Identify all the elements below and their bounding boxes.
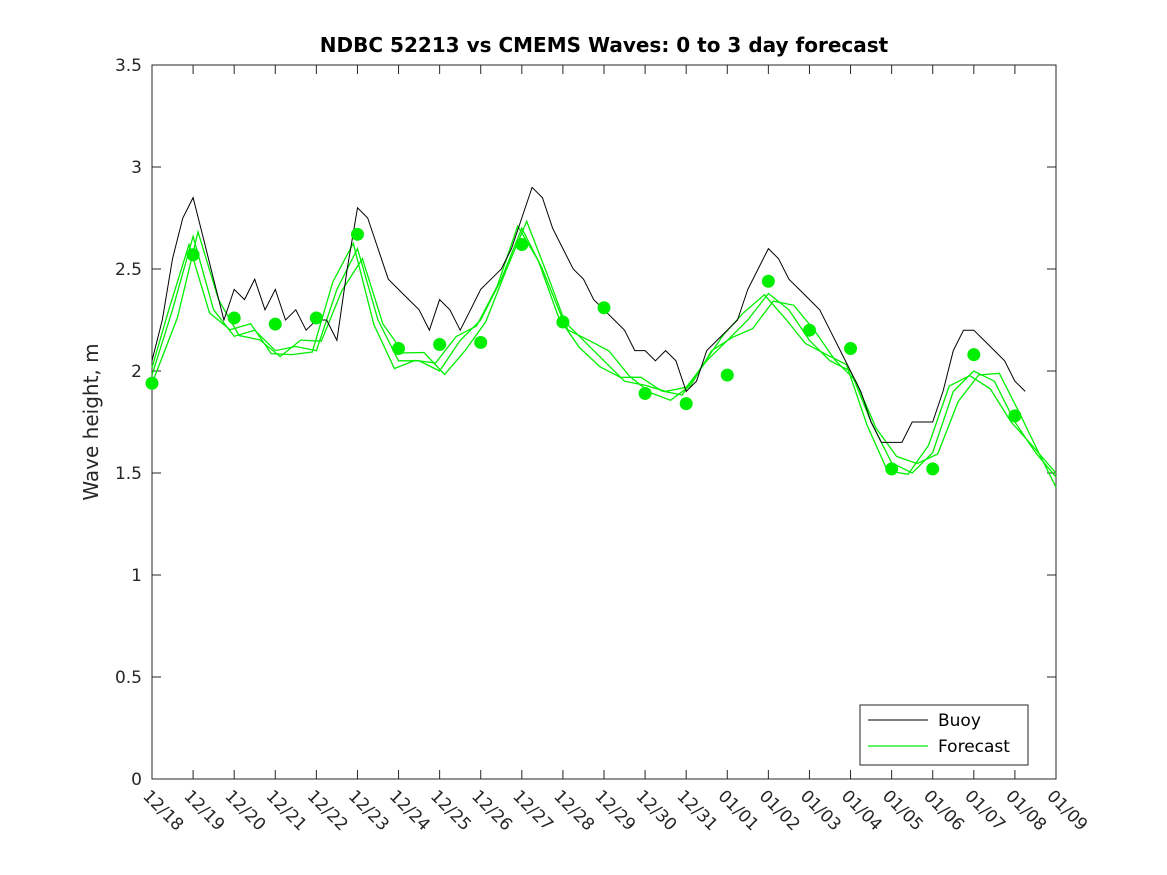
buoy-line bbox=[151, 186, 1026, 443]
x-tick-label: 12/30 bbox=[632, 786, 681, 835]
forecast-point bbox=[392, 342, 406, 356]
x-tick-label: 12/26 bbox=[467, 786, 516, 835]
x-tick-label: 12/24 bbox=[385, 786, 434, 835]
forecast-point bbox=[638, 386, 652, 400]
forecast-point bbox=[802, 323, 816, 337]
forecast-point bbox=[844, 342, 858, 356]
forecast-point bbox=[268, 317, 282, 331]
y-tick-label: 1.5 bbox=[115, 464, 142, 484]
forecast-line-run-2 bbox=[151, 219, 1057, 488]
x-tick-label: 12/18 bbox=[138, 786, 187, 835]
y-tick-label: 3 bbox=[131, 158, 142, 178]
x-tick-label: 01/01 bbox=[714, 786, 763, 835]
y-tick-label: 2.5 bbox=[115, 260, 142, 280]
x-tick-label: 12/22 bbox=[303, 786, 352, 835]
x-tick-label: 01/04 bbox=[837, 786, 886, 835]
forecast-point bbox=[309, 311, 323, 325]
forecast-point bbox=[679, 397, 693, 411]
y-tick-labels: 0 0.5 1 1.5 2 2.5 3 3.5 bbox=[115, 56, 142, 790]
y-axis-label: Wave height, m bbox=[79, 343, 103, 500]
forecast-point bbox=[227, 311, 241, 325]
x-tick-label: 01/03 bbox=[796, 786, 845, 835]
x-tick-labels: 12/1812/1912/2012/2112/2212/2312/2412/25… bbox=[138, 786, 1091, 835]
x-tick-label: 12/23 bbox=[344, 786, 393, 835]
x-tick-label: 01/05 bbox=[878, 786, 927, 835]
forecast-point bbox=[967, 348, 981, 362]
forecast-point bbox=[556, 315, 570, 329]
x-tick-label: 12/19 bbox=[180, 786, 229, 835]
forecast-point bbox=[761, 274, 775, 288]
legend: Buoy Forecast bbox=[859, 704, 1029, 766]
x-tick-label: 01/02 bbox=[755, 786, 804, 835]
legend-buoy-label: Buoy bbox=[938, 711, 981, 731]
forecast-point bbox=[720, 368, 734, 382]
forecast-point bbox=[350, 227, 364, 241]
x-tick-label: 12/25 bbox=[426, 786, 475, 835]
forecast-point bbox=[926, 462, 940, 476]
x-tick-label: 01/07 bbox=[960, 786, 1009, 835]
x-tick-label: 12/28 bbox=[549, 786, 598, 835]
x-tick-label: 01/08 bbox=[1001, 786, 1050, 835]
series-layer bbox=[145, 186, 1057, 488]
x-tick-label: 01/06 bbox=[919, 786, 968, 835]
forecast-line-run-1 bbox=[151, 226, 1057, 478]
y-tick-label: 2 bbox=[131, 362, 142, 382]
x-tick-label: 12/20 bbox=[221, 786, 270, 835]
x-tick-label: 12/31 bbox=[673, 786, 722, 835]
forecast-point bbox=[145, 376, 159, 390]
legend-forecast-label: Forecast bbox=[938, 737, 1010, 757]
y-tick-label: 1 bbox=[131, 566, 142, 586]
x-tick-label: 12/27 bbox=[508, 786, 557, 835]
y-tick-label: 0 bbox=[131, 770, 142, 790]
chart-title: NDBC 52213 vs CMEMS Waves: 0 to 3 day fo… bbox=[320, 33, 889, 57]
legend-box bbox=[859, 704, 1029, 766]
x-tick-label: 12/29 bbox=[590, 786, 639, 835]
forecast-point bbox=[474, 335, 488, 349]
forecast-point bbox=[597, 301, 611, 315]
y-tick-label: 0.5 bbox=[115, 668, 142, 688]
forecast-point bbox=[885, 462, 899, 476]
x-tick-label: 01/09 bbox=[1042, 786, 1091, 835]
forecast-line-run-3 bbox=[151, 224, 1057, 476]
forecast-point bbox=[186, 248, 200, 262]
plot-area bbox=[151, 64, 1057, 780]
forecast-point bbox=[515, 238, 529, 252]
forecast-point bbox=[1008, 409, 1022, 423]
y-tick-label: 3.5 bbox=[115, 56, 142, 76]
forecast-point bbox=[433, 337, 447, 351]
x-tick-label: 12/21 bbox=[262, 786, 311, 835]
